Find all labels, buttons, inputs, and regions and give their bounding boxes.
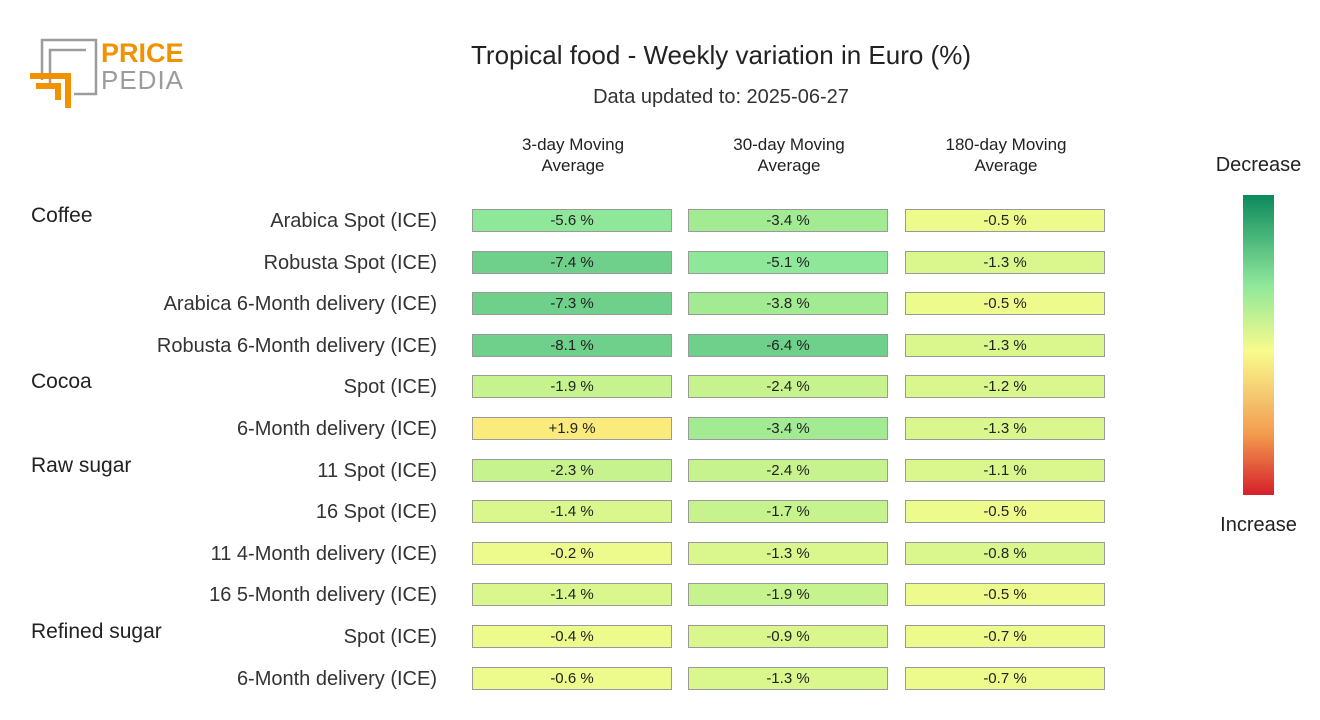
heatmap-cell: -1.4 % <box>472 500 672 524</box>
heatmap-cell: -0.9 % <box>688 625 888 648</box>
heatmap-cell: -0.7 % <box>905 666 1105 690</box>
heatmap-cell: -1.7 % <box>688 500 888 524</box>
column-header-line: Average <box>974 156 1038 175</box>
heatmap-cell: -2.4 % <box>688 375 888 399</box>
row-label: Spot (ICE) <box>343 626 437 648</box>
color-scale-bar <box>1243 195 1274 495</box>
logo-text-price: PRICE <box>101 38 184 68</box>
row-label: 16 Spot (ICE) <box>315 501 437 524</box>
heatmap-cell: -0.5 % <box>905 500 1105 524</box>
heatmap-cell: -3.4 % <box>688 417 888 440</box>
column-header: 30-day Moving Average <box>688 134 890 176</box>
chart-subtitle: Data updated to: 2025-06-27 <box>593 86 849 108</box>
heatmap-cell: -0.2 % <box>472 541 672 565</box>
column-header-line: Average <box>757 156 821 175</box>
column-header: 3-day Moving Average <box>472 134 674 176</box>
heatmap-cell: -1.3 % <box>905 333 1105 357</box>
heatmap-cell: -1.3 % <box>688 666 888 690</box>
heatmap-cell: -1.3 % <box>688 541 888 565</box>
legend-increase-label: Increase <box>1220 514 1297 536</box>
heatmap-cell: -6.4 % <box>688 333 888 357</box>
row-label: 6-Month delivery (ICE) <box>236 418 437 440</box>
group-label: Cocoa <box>31 370 92 394</box>
column-header: 180-day Moving Average <box>905 134 1107 176</box>
heatmap-cell: -0.4 % <box>472 625 672 648</box>
heatmap-cell: -2.4 % <box>688 458 888 482</box>
column-header-line: Average <box>541 156 605 175</box>
heatmap-cell: -0.5 % <box>905 209 1105 232</box>
heatmap-cell: -1.3 % <box>905 417 1105 440</box>
row-label: Robusta Spot (ICE) <box>263 251 437 274</box>
pricepedia-logo: PRICE PEDIA <box>30 38 184 108</box>
heatmap-cell: -0.6 % <box>472 666 672 690</box>
heatmap-cell: -1.9 % <box>472 375 672 399</box>
group-label: Raw sugar <box>31 453 132 477</box>
heatmap-cell: -3.8 % <box>688 292 888 316</box>
column-header-line: 180-day Moving <box>945 135 1067 154</box>
heatmap-cell: -2.3 % <box>472 458 672 482</box>
heatmap-cell: -1.3 % <box>905 250 1105 274</box>
heatmap-cell: -0.8 % <box>905 541 1105 565</box>
heatmap-cell: -0.5 % <box>905 583 1105 607</box>
heatmap-cell: -5.1 % <box>688 250 888 274</box>
heatmap-cell: -7.4 % <box>472 250 672 274</box>
row-label: Arabica Spot (ICE) <box>270 210 437 232</box>
heatmap-cell: -1.2 % <box>905 375 1105 399</box>
group-label: Coffee <box>31 204 93 227</box>
column-header-line: 3-day Moving <box>521 135 625 154</box>
row-label: 6-Month delivery (ICE) <box>236 667 437 690</box>
heatmap-cell: -8.1 % <box>472 333 672 357</box>
logo-text-pedia: PEDIA <box>101 65 184 95</box>
heatmap-cell: -1.9 % <box>688 583 888 607</box>
chart-title: Tropical food - Weekly variation in Euro… <box>471 40 971 70</box>
heatmap-cell: -1.4 % <box>472 583 672 607</box>
column-header-line: 30-day Moving <box>733 135 845 154</box>
row-label: 11 4-Month delivery (ICE) <box>210 542 437 565</box>
heatmap-cell: -1.1 % <box>905 458 1105 482</box>
heatmap-cell: +1.9 % <box>472 417 672 440</box>
legend-decrease-label: Decrease <box>1215 154 1302 176</box>
row-label: 11 Spot (ICE) <box>317 459 437 482</box>
heatmap-cell: -5.6 % <box>472 209 672 232</box>
heatmap-cell: -3.4 % <box>688 209 888 232</box>
row-label: 16 5-Month delivery (ICE) <box>209 584 437 607</box>
group-label: Refined sugar <box>31 620 162 643</box>
heatmap-cell: -0.5 % <box>905 292 1105 316</box>
row-label: Arabica 6-Month delivery (ICE) <box>163 293 437 316</box>
heatmap-cell: -0.7 % <box>905 625 1105 648</box>
heatmap-cell: -7.3 % <box>472 292 672 316</box>
row-label: Spot (ICE) <box>343 376 437 399</box>
row-label: Robusta 6-Month delivery (ICE) <box>156 334 437 357</box>
